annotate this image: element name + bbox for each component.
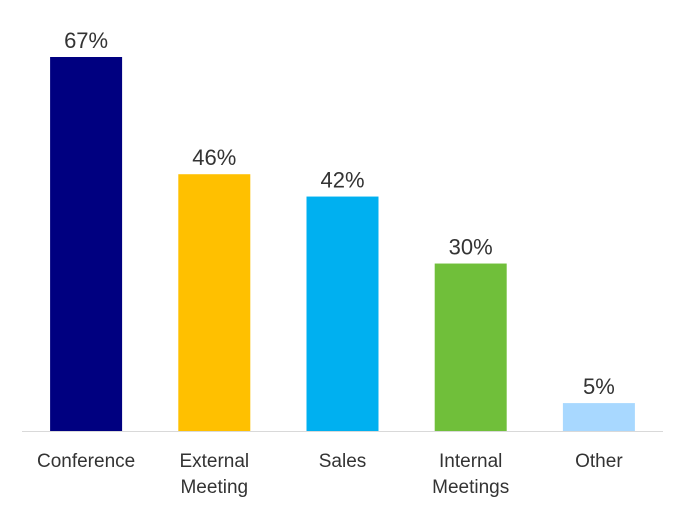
category-label-3: Internal Meetings [432, 451, 509, 498]
bars-group [50, 57, 635, 431]
value-labels-group: 67% 46% 42% 30% 5% [64, 28, 615, 399]
category-label-2: Sales [319, 451, 367, 472]
value-label-3: 30% [449, 235, 493, 260]
category-label-0: Conference [37, 451, 135, 472]
category-label-1: External Meeting [179, 451, 249, 498]
bar-0 [50, 57, 123, 431]
category-labels-group: Conference External Meeting Sales Internal Me… [37, 451, 623, 498]
bar-1 [178, 174, 251, 431]
value-label-1: 46% [192, 145, 236, 170]
value-label-2: 42% [320, 168, 364, 193]
bar-2 [306, 196, 379, 431]
bar-3 [434, 263, 507, 431]
bar-4 [562, 403, 635, 431]
value-label-0: 67% [64, 28, 108, 53]
value-label-4: 5% [583, 374, 615, 399]
category-label-4: Other [575, 451, 623, 472]
